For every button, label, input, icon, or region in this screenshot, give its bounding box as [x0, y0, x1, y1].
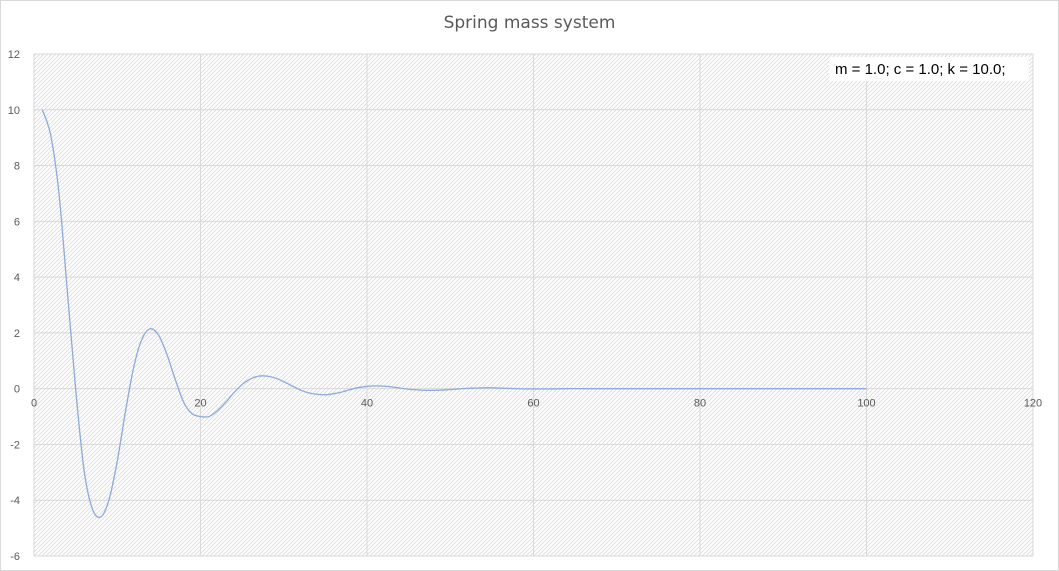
y-tick-label: 6 — [14, 216, 20, 228]
x-tick-label: 120 — [1024, 398, 1042, 410]
y-tick-label: 8 — [14, 161, 20, 173]
y-axis-ticks: -6 -4 -2 0 2 4 6 8 10 12 — [8, 49, 20, 563]
y-tick-label: -4 — [10, 495, 20, 507]
y-tick-label: 0 — [14, 384, 20, 396]
y-tick-label: 12 — [8, 49, 20, 61]
chart-title: Spring mass system — [443, 13, 616, 33]
y-tick-label: -6 — [10, 551, 20, 563]
gridlines — [33, 53, 1034, 557]
series-line — [41, 109, 867, 518]
y-tick-label: 2 — [14, 328, 20, 340]
annotation-text: m = 1.0; c = 1.0; k = 10.0; — [835, 61, 1006, 78]
x-axis-ticks: 0 20 40 60 80 100 120 — [31, 398, 1042, 410]
x-tick-label: 100 — [857, 398, 875, 410]
y-tick-label: 10 — [8, 105, 20, 117]
y-tick-label: 4 — [14, 272, 20, 284]
x-tick-label: 20 — [194, 398, 206, 410]
x-tick-label: 0 — [31, 398, 37, 410]
x-tick-label: 80 — [694, 398, 706, 410]
annotation-box: m = 1.0; c = 1.0; k = 10.0; — [829, 57, 1029, 81]
y-tick-label: -2 — [10, 439, 20, 451]
x-tick-label: 40 — [361, 398, 373, 410]
x-tick-label: 60 — [527, 398, 539, 410]
